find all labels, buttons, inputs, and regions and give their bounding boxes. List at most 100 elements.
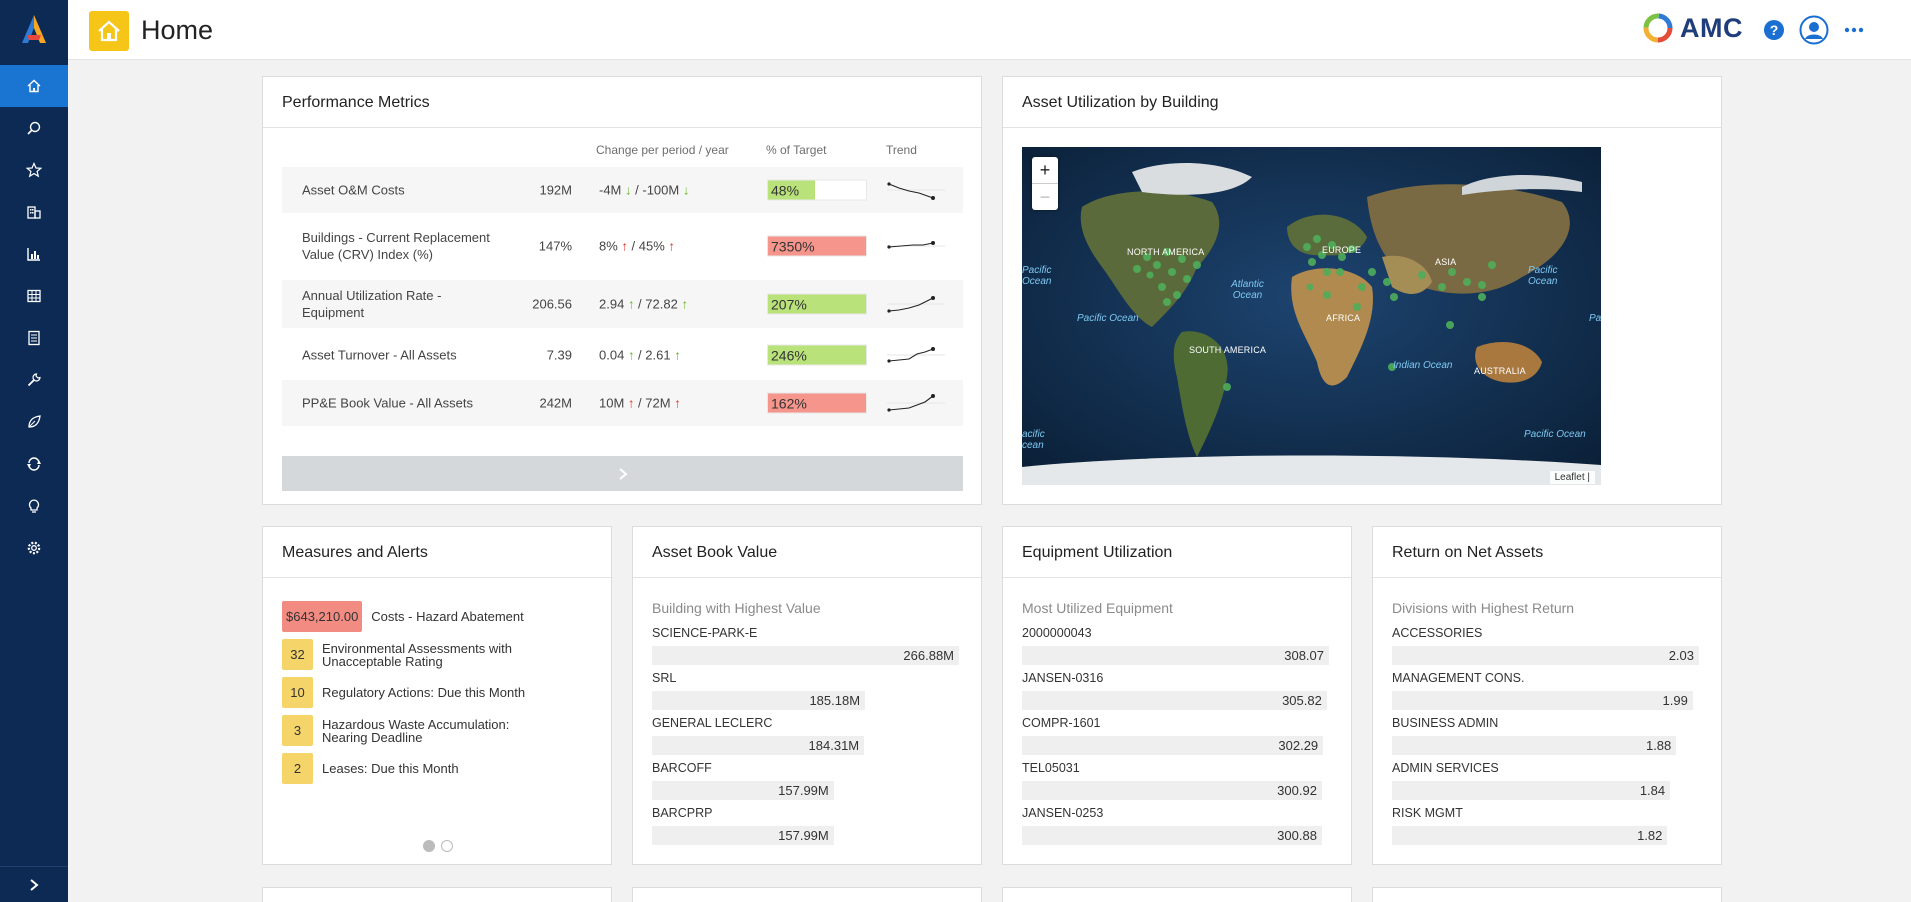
metric-row[interactable]: Buildings - Current Replacement Value (C… (282, 213, 963, 279)
kpi-item[interactable]: TEL05031 300.92 (1022, 759, 1329, 800)
kpi-item[interactable]: MANAGEMENT CONS. 1.99 (1392, 669, 1699, 710)
kpi-item[interactable]: BARCPRP 157.99M (652, 804, 959, 845)
kpi-bar: 157.99M (652, 826, 834, 845)
metric-value: 147% (538, 238, 572, 254)
sidebar-item-reports[interactable] (0, 233, 68, 275)
metric-value: 7.39 (546, 347, 572, 363)
target-value: 48% (771, 182, 800, 199)
workflow-icon (27, 457, 41, 471)
arrow-down-icon: ↓ (625, 182, 632, 198)
carousel-dot-1[interactable] (423, 840, 435, 852)
user-profile-button[interactable] (1798, 14, 1830, 46)
metric-name: PP&E Book Value - All Assets (302, 395, 474, 411)
measures-alerts-panel: Measures and Alerts $643,210.00 Costs - H… (262, 526, 612, 865)
map-attribution[interactable]: Leaflet | (1549, 471, 1595, 484)
alert-item[interactable]: 3 Hazardous Waste Accumulation: Nearing D… (282, 715, 552, 746)
sidebar-expand-button[interactable] (0, 866, 68, 902)
kpi-item[interactable]: JANSEN-0316 305.82 (1022, 669, 1329, 710)
gear-icon (27, 541, 41, 555)
carousel-dot-2[interactable] (441, 840, 453, 852)
panel-subtitle: Building with Highest Value (652, 600, 821, 616)
kpi-bar: 1.82 (1392, 826, 1668, 845)
alert-label: Leases: Due this Month (322, 761, 459, 776)
kpi-item[interactable]: 2000000043 308.07 (1022, 624, 1329, 665)
metric-row[interactable]: Annual Utilization Rate - Equipment 206.5… (282, 280, 963, 328)
world-map[interactable]: NORTH AMERICA EUROPE ASIA AFRICA SOUTH A… (1022, 147, 1601, 485)
sidebar-item-maintenance[interactable] (0, 359, 68, 401)
kpi-name: BUSINESS ADMIN (1392, 716, 1499, 730)
home-badge (89, 11, 129, 51)
sidebar-item-home[interactable] (0, 65, 68, 107)
target-value: 246% (771, 347, 807, 364)
sidebar-item-leases[interactable] (0, 317, 68, 359)
kpi-item[interactable]: COMPR-1601 302.29 (1022, 714, 1329, 755)
kpi-item[interactable]: BARCOFF 157.99M (652, 759, 959, 800)
carousel-dots (423, 840, 453, 852)
sidebar-item-search[interactable] (0, 107, 68, 149)
trend-sparkline (887, 394, 945, 412)
kpi-item[interactable]: SRL 185.18M (652, 669, 959, 710)
sidebar-item-ideas[interactable] (0, 485, 68, 527)
metric-change: 2.94 ↑ / 72.82 ↑ (599, 296, 688, 312)
kpi-bar: 1.88 (1392, 736, 1677, 755)
sidebar-item-favorites[interactable] (0, 149, 68, 191)
col-header-change: Change per period / year (596, 143, 729, 157)
document-icon (28, 330, 40, 346)
alert-item[interactable]: 32 Environmental Assessments with Unaccep… (282, 639, 552, 670)
kpi-item[interactable]: GENERAL LECLERC 184.31M (652, 714, 959, 755)
kpi-bar: 1.84 (1392, 781, 1671, 800)
arrow-down-icon: ↓ (682, 182, 690, 198)
kpi-item[interactable]: JANSEN-0253 300.88 (1022, 804, 1329, 845)
alert-badge: 3 (282, 715, 313, 746)
change-year: 45% (638, 238, 665, 254)
alert-item[interactable]: 10 Regulatory Actions: Due this Month (282, 677, 525, 708)
user-avatar-icon (1799, 15, 1829, 45)
map-label-pacific-ocean: Pacific Ocean (1077, 313, 1139, 324)
kpi-item[interactable]: ADMIN SERVICES 1.84 (1392, 759, 1699, 800)
map-terrain (1022, 147, 1601, 485)
performance-next-button[interactable] (282, 456, 963, 491)
app-logo[interactable] (0, 0, 68, 58)
change-period: 0.04 (599, 347, 625, 363)
metric-row[interactable]: Asset O&M Costs 192M -4M ↓ / -100M ↓ 48% (282, 167, 963, 213)
metric-row[interactable]: Asset Turnover - All Assets 7.39 0.04 ↑ / … (282, 332, 963, 378)
kpi-name: 2000000043 (1022, 626, 1092, 640)
map-label-pacific-fragment-right: Pacific Ocean (1528, 265, 1558, 287)
help-button[interactable]: ? (1758, 14, 1790, 46)
more-options-button[interactable] (1838, 14, 1870, 46)
kpi-name: TEL05031 (1022, 761, 1080, 775)
kpi-name: MANAGEMENT CONS. (1392, 671, 1525, 685)
sidebar-item-sustainability[interactable] (0, 401, 68, 443)
kpi-item[interactable]: BUSINESS ADMIN 1.88 (1392, 714, 1699, 755)
sidebar-item-workflow[interactable] (0, 443, 68, 485)
alert-item[interactable]: $643,210.00 Costs - Hazard Abatement (282, 601, 524, 632)
map-zoom-in-button[interactable]: + (1039, 160, 1051, 180)
change-period: 8% (599, 238, 618, 254)
kpi-item[interactable]: ACCESSORIES 2.03 (1392, 624, 1699, 665)
trend-sparkline (887, 182, 945, 200)
panel-subtitle: Most Utilized Equipment (1022, 600, 1173, 616)
metric-change: 8% ↑ / 45% ↑ (599, 238, 675, 254)
sidebar-item-buildings[interactable] (0, 191, 68, 233)
kpi-item[interactable]: SCIENCE-PARK-E 266.88M (652, 624, 959, 665)
leaf-icon (28, 415, 41, 428)
kpi-bar: 300.92 (1022, 781, 1322, 800)
kpi-item[interactable]: RISK MGMT 1.82 (1392, 804, 1699, 845)
trend-sparkline (887, 241, 945, 249)
kpi-bar: 184.31M (652, 736, 865, 755)
arrow-up-icon: ↑ (627, 395, 635, 411)
kpi-bar: 157.99M (652, 781, 834, 800)
map-zoom-out-button[interactable]: − (1032, 183, 1058, 209)
metric-row[interactable]: PP&E Book Value - All Assets 242M 10M ↑ / … (282, 380, 963, 426)
sidebar-item-spaces[interactable] (0, 275, 68, 317)
change-period: 2.94 (599, 296, 625, 312)
sidebar-item-settings[interactable] (0, 527, 68, 569)
target-value: 207% (771, 296, 807, 313)
target-bar: 162% (767, 392, 867, 414)
alert-item[interactable]: 2 Leases: Due this Month (282, 753, 459, 784)
home-icon (27, 79, 41, 93)
metric-name: Asset O&M Costs (302, 182, 405, 198)
map-label-indian-ocean: Indian Ocean (1393, 360, 1453, 371)
panel-title: Asset Utilization by Building (1003, 77, 1721, 128)
change-year: -100M (642, 182, 680, 198)
